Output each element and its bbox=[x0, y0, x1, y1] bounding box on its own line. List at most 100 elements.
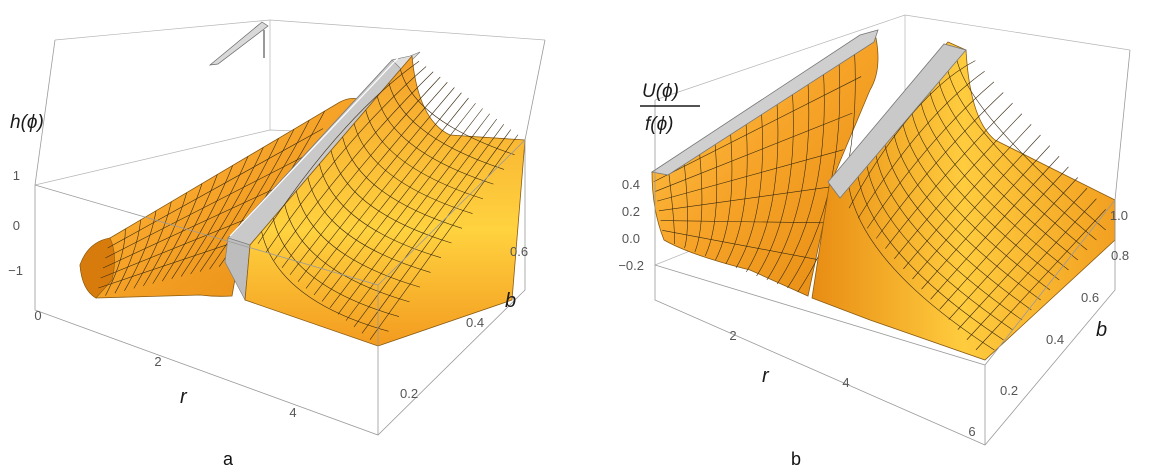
z-ticks-a: 1 0 −1 bbox=[8, 168, 23, 278]
mesh-line bbox=[746, 96, 779, 273]
mesh-line bbox=[875, 155, 1023, 321]
mesh-line bbox=[353, 123, 473, 214]
z-tick: 0.2 bbox=[622, 204, 640, 219]
y-tick: 0.6 bbox=[510, 244, 528, 259]
mesh-line bbox=[921, 145, 1051, 290]
x-tick: 6 bbox=[968, 424, 975, 439]
mesh-line bbox=[342, 136, 463, 229]
mesh-line bbox=[715, 124, 733, 261]
z-axis-label: h(ϕ) bbox=[10, 112, 44, 133]
z-tick: 0.4 bbox=[622, 177, 640, 192]
x-tick: 4 bbox=[842, 375, 849, 390]
z-axis-label-fraction: U(ϕ) f(ϕ) bbox=[640, 81, 700, 135]
x-ticks-b: 2 4 6 bbox=[729, 328, 975, 439]
x-axis-label: r bbox=[180, 386, 188, 408]
mesh-line bbox=[975, 209, 1106, 351]
z-axis-label-numerator: U(ϕ) bbox=[642, 81, 679, 102]
mesh-line bbox=[655, 112, 853, 192]
surface-fragment bbox=[208, 21, 269, 66]
z-tick: −0.2 bbox=[618, 258, 644, 273]
mesh-line bbox=[400, 69, 515, 155]
panel-a: 1 0 −1 0 2 4 0.2 0.4 0.6 h(ϕ) r b a bbox=[8, 19, 546, 469]
mesh-line bbox=[107, 128, 324, 249]
singular-strip-a bbox=[224, 51, 421, 302]
mesh-line bbox=[866, 81, 995, 229]
mesh-line bbox=[667, 162, 675, 245]
y-tick: 0.4 bbox=[1046, 332, 1064, 347]
z-ticks-b: 0.4 0.2 0.0 −0.2 bbox=[618, 177, 644, 273]
y-ticks-b: 0.2 0.4 0.6 0.8 1.0 bbox=[1000, 208, 1129, 398]
z-tick: 0.0 bbox=[622, 231, 640, 246]
mesh-line bbox=[261, 231, 389, 332]
mesh-line bbox=[295, 190, 421, 288]
mesh-line bbox=[657, 149, 844, 202]
y-tick: 1.0 bbox=[1110, 208, 1128, 223]
mesh-line bbox=[281, 76, 441, 268]
z-tick: −1 bbox=[8, 263, 23, 278]
mesh-line bbox=[876, 92, 1004, 239]
panel-caption: b bbox=[791, 449, 801, 469]
surface-b-left bbox=[651, 37, 879, 297]
mesh-line bbox=[894, 113, 1023, 259]
mesh-line bbox=[948, 177, 1078, 320]
mesh-line bbox=[662, 229, 817, 260]
mesh-line bbox=[658, 185, 835, 212]
mesh-line bbox=[911, 113, 1060, 281]
b-axis-label: b bbox=[505, 290, 516, 312]
mesh-line bbox=[956, 60, 1106, 231]
y-tick: 0.2 bbox=[400, 386, 418, 401]
mesh-line bbox=[272, 217, 400, 317]
z-axis-label-denominator: f(ϕ) bbox=[645, 114, 674, 135]
mesh-line bbox=[766, 77, 810, 281]
mesh-line bbox=[885, 102, 1013, 249]
mesh-line bbox=[337, 113, 490, 315]
mesh-line bbox=[947, 71, 1097, 241]
y-tick: 0.2 bbox=[1000, 383, 1018, 398]
mesh-line bbox=[345, 118, 497, 321]
box-front-edges bbox=[654, 49, 1131, 446]
mesh-line bbox=[102, 181, 290, 269]
mesh-line bbox=[966, 198, 1097, 340]
mesh-line bbox=[361, 129, 512, 334]
mesh-line bbox=[848, 187, 995, 351]
z-tick: 0 bbox=[13, 218, 20, 233]
y-ticks-a: 0.2 0.4 0.6 bbox=[400, 244, 528, 401]
mesh-line bbox=[100, 208, 273, 279]
singular-strip-b-left bbox=[650, 29, 879, 176]
x-axis-label: r bbox=[762, 365, 770, 387]
mesh-line bbox=[319, 163, 442, 259]
mesh-line bbox=[857, 71, 985, 219]
mesh-line bbox=[866, 166, 1014, 331]
x-tick: 0 bbox=[34, 308, 41, 323]
panel-b: 0.4 0.2 0.0 −0.2 2 4 6 0.2 0.4 0.6 0.8 1… bbox=[618, 14, 1131, 469]
mesh-line bbox=[929, 92, 1079, 261]
mesh-line bbox=[257, 61, 420, 244]
surface-a-right bbox=[244, 55, 526, 347]
mesh-line bbox=[369, 134, 519, 340]
singular-strip-b-right bbox=[827, 43, 967, 199]
mesh-line bbox=[105, 155, 307, 259]
mesh-line bbox=[884, 145, 1032, 311]
mesh-line bbox=[902, 123, 1051, 291]
mesh-line bbox=[857, 176, 1004, 341]
box-front-edges bbox=[34, 39, 546, 436]
mesh-line bbox=[957, 187, 1088, 330]
mesh-line bbox=[307, 177, 431, 273]
panel-caption: a bbox=[223, 449, 234, 469]
mesh-line bbox=[376, 96, 494, 185]
mesh-line bbox=[682, 153, 688, 249]
mesh-line bbox=[329, 108, 483, 309]
x-tick: 4 bbox=[289, 405, 296, 420]
surface-a-left bbox=[79, 98, 361, 299]
mesh-line bbox=[938, 81, 1088, 251]
y-tick: 0.4 bbox=[466, 315, 484, 330]
mesh-line bbox=[388, 82, 505, 170]
x-tick: 2 bbox=[154, 354, 161, 369]
mesh-line bbox=[756, 87, 794, 277]
y-tick: 0.6 bbox=[1081, 290, 1099, 305]
mesh-line bbox=[284, 204, 410, 303]
mesh-line bbox=[704, 134, 718, 257]
mesh-line bbox=[353, 124, 505, 328]
mesh-line bbox=[725, 115, 748, 265]
